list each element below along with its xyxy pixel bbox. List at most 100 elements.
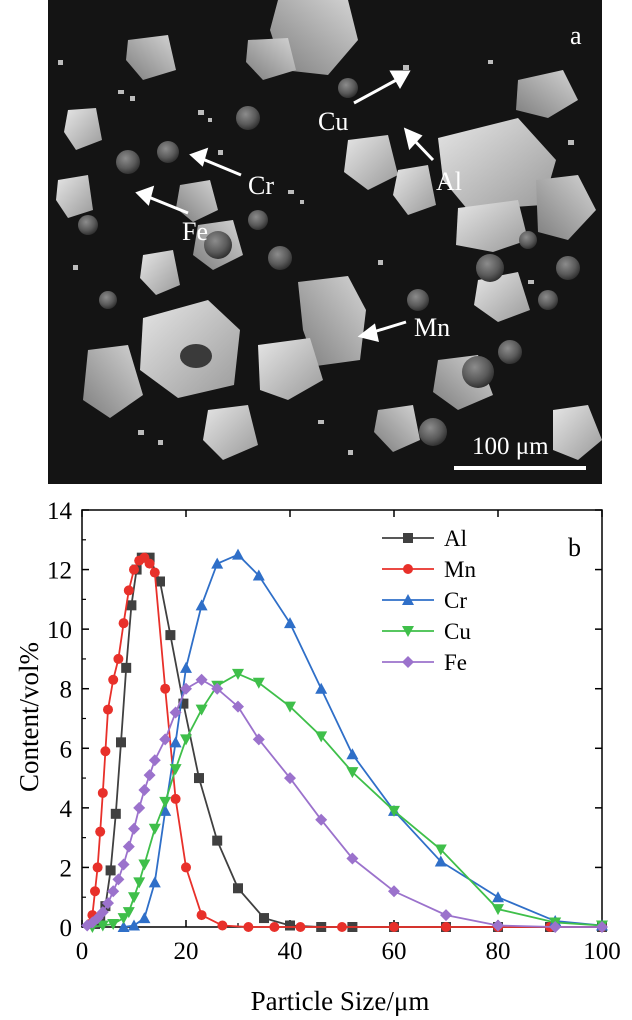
data-point-cu: [434, 844, 447, 856]
data-point-fe: [138, 783, 151, 796]
data-point-cr: [492, 891, 504, 903]
series-cu: [86, 668, 608, 933]
data-point-mn: [103, 704, 113, 715]
data-point-cu: [180, 734, 192, 746]
data-point-al: [233, 883, 243, 894]
legend-marker: [403, 533, 413, 543]
data-point-mn: [337, 922, 347, 932]
data-point-cr: [252, 569, 265, 581]
arrow-fe: [145, 194, 189, 215]
data-point-al: [121, 662, 132, 673]
data-point-fe: [596, 921, 608, 933]
data-point-mn: [97, 787, 108, 798]
data-point-al: [285, 920, 295, 931]
axis-ticks: 0 20 40 60 80 100 0 2 4 6 8 10 12 14: [47, 498, 621, 965]
data-point-cr: [232, 548, 244, 560]
data-point-fe: [195, 673, 208, 686]
data-point-al: [126, 600, 137, 611]
data-point-mn: [196, 910, 207, 921]
data-point-cu: [122, 907, 135, 919]
particle-size-chart: 0 20 40 60 80 100 0 2 4 6 8 10 12 14 Al Mn Cr Cu Fe Parti…: [14, 498, 621, 1016]
data-point-cu: [195, 704, 208, 716]
data-point-mn: [95, 826, 106, 837]
label-mn: Mn: [414, 313, 450, 342]
label-al: Al: [436, 167, 462, 196]
arrow-cu: [353, 76, 401, 105]
data-point-cu: [346, 767, 359, 779]
data-point-cr: [180, 661, 192, 673]
legend-marker: [402, 626, 414, 637]
data-point-mn: [160, 683, 171, 694]
data-point-fe: [112, 873, 125, 886]
data-point-fe: [96, 906, 109, 919]
legend: Al Mn Cr Cu Fe: [382, 526, 476, 675]
data-point-mn: [269, 922, 280, 932]
x-tick-label: 100: [583, 938, 621, 965]
data-point-mn: [181, 862, 191, 873]
data-point-al: [116, 737, 126, 748]
data-point-mn: [129, 564, 139, 575]
x-tick-label: 20: [174, 938, 199, 965]
arrowhead-cr: [189, 147, 209, 167]
y-axis-label: Content/vol%: [14, 642, 44, 792]
data-point-mn: [149, 567, 160, 578]
legend-label: Cu: [444, 619, 471, 644]
data-point-cu: [133, 877, 146, 889]
y-tick-label: 8: [60, 677, 73, 704]
y-tick-label: 4: [60, 796, 73, 823]
x-axis-label: Particle Size/μm: [251, 986, 430, 1016]
data-point-fe: [148, 754, 161, 767]
data-point-cu: [169, 764, 182, 776]
data-point-cu: [117, 913, 130, 925]
data-point-cr: [195, 599, 208, 611]
data-point-fe: [440, 909, 452, 922]
data-point-cu: [128, 892, 140, 904]
label-cr: Cr: [248, 171, 274, 200]
data-point-fe: [180, 682, 192, 695]
data-point-mn: [170, 793, 181, 804]
panel-a-label: a: [570, 21, 582, 50]
x-tick-label: 80: [486, 938, 511, 965]
data-point-cu: [96, 920, 109, 932]
data-point-fe: [549, 921, 562, 933]
data-point-al: [165, 630, 176, 641]
data-point-cr: [148, 876, 161, 888]
series-layer: [81, 548, 608, 933]
data-point-fe: [284, 772, 296, 785]
arrow-cr: [199, 156, 242, 177]
scale-bar-label: 100 μm: [472, 433, 549, 460]
y-tick-label: 2: [60, 855, 73, 882]
data-point-mn: [90, 886, 100, 897]
data-point-cu: [232, 668, 244, 680]
data-point-cu: [159, 796, 172, 808]
data-point-mn: [144, 558, 155, 569]
data-point-al: [110, 808, 121, 819]
data-point-cu: [252, 677, 265, 689]
data-point-fe: [107, 885, 120, 898]
y-tick-label: 0: [60, 915, 73, 942]
data-point-al: [178, 698, 189, 709]
y-tick-label: 6: [60, 736, 73, 763]
data-point-mn: [100, 746, 111, 757]
legend-label: Cr: [444, 588, 467, 613]
sem-micrograph-panel: Cu Al Cr Fe Mn a 100 μm: [48, 0, 602, 484]
data-point-cr: [284, 617, 296, 629]
data-point-cr: [315, 682, 328, 694]
data-point-fe: [159, 733, 172, 746]
data-point-cr: [117, 921, 130, 932]
data-point-fe: [388, 885, 400, 898]
data-point-fe: [143, 769, 156, 782]
data-point-mn: [217, 920, 228, 931]
series-line-cr: [123, 553, 603, 928]
label-fe: Fe: [182, 217, 208, 246]
x-tick-label: 40: [278, 938, 303, 965]
data-point-fe: [133, 801, 146, 814]
data-point-mn: [92, 862, 103, 873]
data-point-al: [212, 835, 223, 846]
data-point-cu: [315, 731, 328, 743]
panel-b-label: b: [568, 533, 581, 562]
legend-marker: [402, 656, 414, 668]
annotation-arrows: [135, 70, 435, 343]
data-point-cr: [169, 736, 182, 748]
data-point-fe: [232, 700, 244, 713]
